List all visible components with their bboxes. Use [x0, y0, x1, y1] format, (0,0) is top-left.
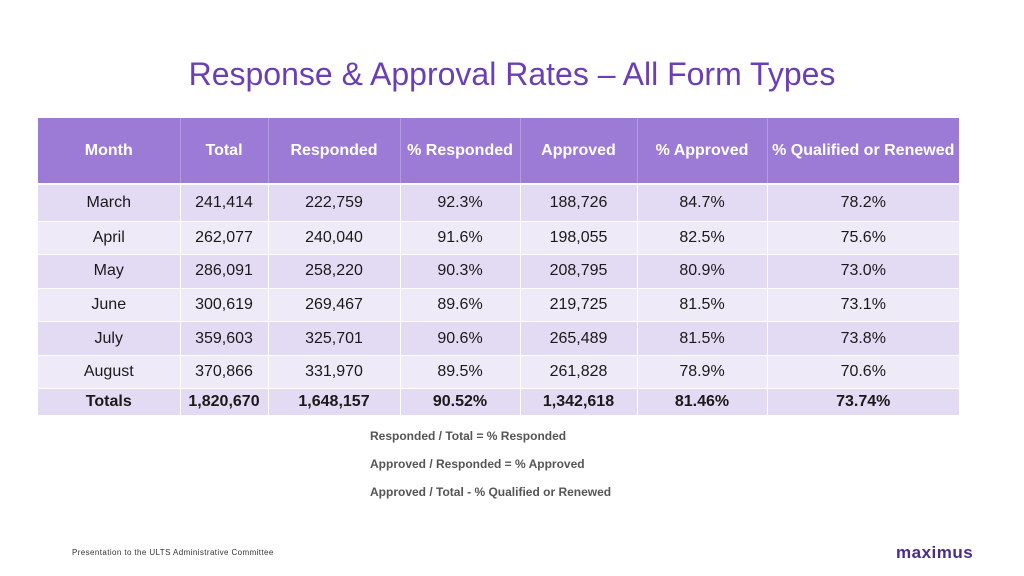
totals-row: Totals 1,820,670 1,648,157 90.52% 1,342,… — [38, 388, 959, 415]
table-row: May 286,091 258,220 90.3% 208,795 80.9% … — [38, 254, 959, 289]
cell-pct-responded: 91.6% — [400, 221, 521, 256]
cell-total: 286,091 — [180, 254, 269, 289]
formula-notes: Responded / Total = % Responded Approved… — [370, 429, 611, 513]
cell-pct-responded: 89.5% — [400, 355, 521, 390]
cell-responded: 240,040 — [268, 221, 401, 256]
cell-pct-qualified: 73.8% — [767, 321, 959, 356]
cell-month: August — [38, 355, 181, 390]
cell-approved: 208,795 — [520, 254, 638, 289]
footer-text: Presentation to the ULTS Administrative … — [72, 548, 274, 557]
header-pct-qualified: % Qualified or Renewed — [767, 118, 959, 184]
totals-label: Totals — [38, 388, 181, 415]
cell-pct-approved: 78.9% — [637, 355, 768, 390]
cell-responded: 331,970 — [268, 355, 401, 390]
cell-responded: 269,467 — [268, 288, 401, 323]
cell-total: 262,077 — [180, 221, 269, 256]
note-pct-approved: Approved / Responded = % Approved — [370, 457, 585, 471]
cell-pct-approved: 81.5% — [637, 288, 768, 323]
cell-pct-approved: 82.5% — [637, 221, 768, 256]
cell-pct-approved: 81.5% — [637, 321, 768, 356]
note-pct-qualified: Approved / Total - % Qualified or Renewe… — [370, 485, 612, 499]
cell-responded: 325,701 — [268, 321, 401, 356]
header-pct-responded: % Responded — [400, 118, 521, 184]
cell-pct-responded: 92.3% — [400, 183, 521, 222]
cell-month: March — [38, 183, 181, 222]
cell-month: April — [38, 221, 181, 256]
cell-pct-qualified: 73.1% — [767, 288, 959, 323]
cell-total: 370,866 — [180, 355, 269, 390]
cell-total: 300,619 — [180, 288, 269, 323]
cell-total: 359,603 — [180, 321, 269, 356]
cell-pct-responded: 90.3% — [400, 254, 521, 289]
cell-approved: 261,828 — [520, 355, 638, 390]
cell-pct-qualified: 75.6% — [767, 221, 959, 256]
header-responded: Responded — [268, 118, 401, 184]
cell-approved: 198,055 — [520, 221, 638, 256]
cell-approved: 188,726 — [520, 183, 638, 222]
cell-responded: 258,220 — [268, 254, 401, 289]
totals-responded: 1,648,157 — [268, 388, 401, 415]
cell-pct-qualified: 73.0% — [767, 254, 959, 289]
totals-total: 1,820,670 — [180, 388, 269, 415]
slide-title: Response & Approval Rates – All Form Typ… — [188, 56, 836, 92]
cell-approved: 265,489 — [520, 321, 638, 356]
cell-pct-qualified: 70.6% — [767, 355, 959, 390]
cell-approved: 219,725 — [520, 288, 638, 323]
table-row: June 300,619 269,467 89.6% 219,725 81.5%… — [38, 288, 959, 323]
maximus-logo: maximus — [896, 543, 974, 562]
rates-table: Month Total Responded % Responded Approv… — [38, 118, 959, 415]
header-approved: Approved — [520, 118, 638, 184]
table-row: August 370,866 331,970 89.5% 261,828 78.… — [38, 355, 959, 390]
cell-pct-responded: 90.6% — [400, 321, 521, 356]
cell-pct-qualified: 78.2% — [767, 183, 959, 222]
cell-month: July — [38, 321, 181, 356]
table-header-row: Month Total Responded % Responded Approv… — [38, 118, 959, 184]
note-pct-responded: Responded / Total = % Responded — [370, 429, 567, 443]
header-total: Total — [180, 118, 269, 184]
cell-month: June — [38, 288, 181, 323]
cell-pct-approved: 84.7% — [637, 183, 768, 222]
totals-pct-responded: 90.52% — [400, 388, 521, 415]
table-row: July 359,603 325,701 90.6% 265,489 81.5%… — [38, 321, 959, 356]
totals-approved: 1,342,618 — [520, 388, 638, 415]
header-month: Month — [38, 118, 181, 184]
cell-total: 241,414 — [180, 183, 269, 222]
table-row: March 241,414 222,759 92.3% 188,726 84.7… — [38, 183, 959, 222]
cell-month: May — [38, 254, 181, 289]
header-pct-approved: % Approved — [637, 118, 768, 184]
cell-pct-responded: 89.6% — [400, 288, 521, 323]
totals-pct-qualified: 73.74% — [767, 388, 959, 415]
cell-pct-approved: 80.9% — [637, 254, 768, 289]
table-row: April 262,077 240,040 91.6% 198,055 82.5… — [38, 221, 959, 256]
cell-responded: 222,759 — [268, 183, 401, 222]
totals-pct-approved: 81.46% — [637, 388, 768, 415]
